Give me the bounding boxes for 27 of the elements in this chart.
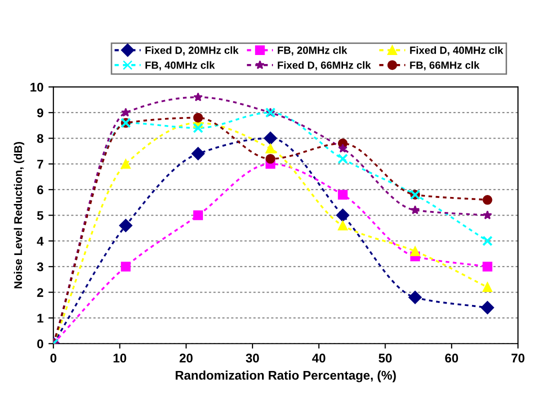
legend-label: FB, 66MHz clk: [410, 61, 480, 70]
x-tick-label: 20: [180, 354, 193, 363]
y-tick-label: 10: [30, 82, 44, 92]
y-tick-label: 6: [37, 185, 44, 194]
legend-label: FB, 40MHz clk: [146, 61, 215, 70]
x-tick-label: 60: [445, 354, 458, 363]
x-axis-title: Randomization Ratio Percentage, (%): [176, 370, 396, 382]
legend-label: Fixed D, 20MHz clk: [146, 46, 239, 56]
x-tick-label: 0: [50, 354, 56, 363]
y-tick-label: 4: [36, 236, 44, 246]
x-tick-label: 10: [114, 354, 126, 363]
y-tick-label: 9: [37, 108, 44, 118]
legend-label: Fixed D, 40MHz clk: [410, 46, 504, 56]
y-tick-label: 0: [37, 339, 44, 348]
legend-label: FB, 20MHz clk: [278, 46, 348, 56]
y-tick-label: 5: [37, 211, 44, 220]
x-tick-label: 30: [246, 354, 259, 363]
x-tick-label: 50: [378, 354, 392, 363]
y-axis-title: Noise Level Reduction, (dB): [14, 142, 24, 288]
x-tick-label: 40: [312, 354, 326, 363]
x-tick-label: 70: [512, 354, 524, 363]
y-tick-label: 2: [37, 288, 44, 297]
y-tick-label: 3: [37, 262, 44, 272]
y-tick-label: 8: [37, 134, 44, 143]
legend-label: Fixed D, 66MHz clk: [278, 61, 371, 70]
y-tick-label: 1: [38, 314, 44, 322]
y-tick-label: 7: [37, 160, 44, 168]
